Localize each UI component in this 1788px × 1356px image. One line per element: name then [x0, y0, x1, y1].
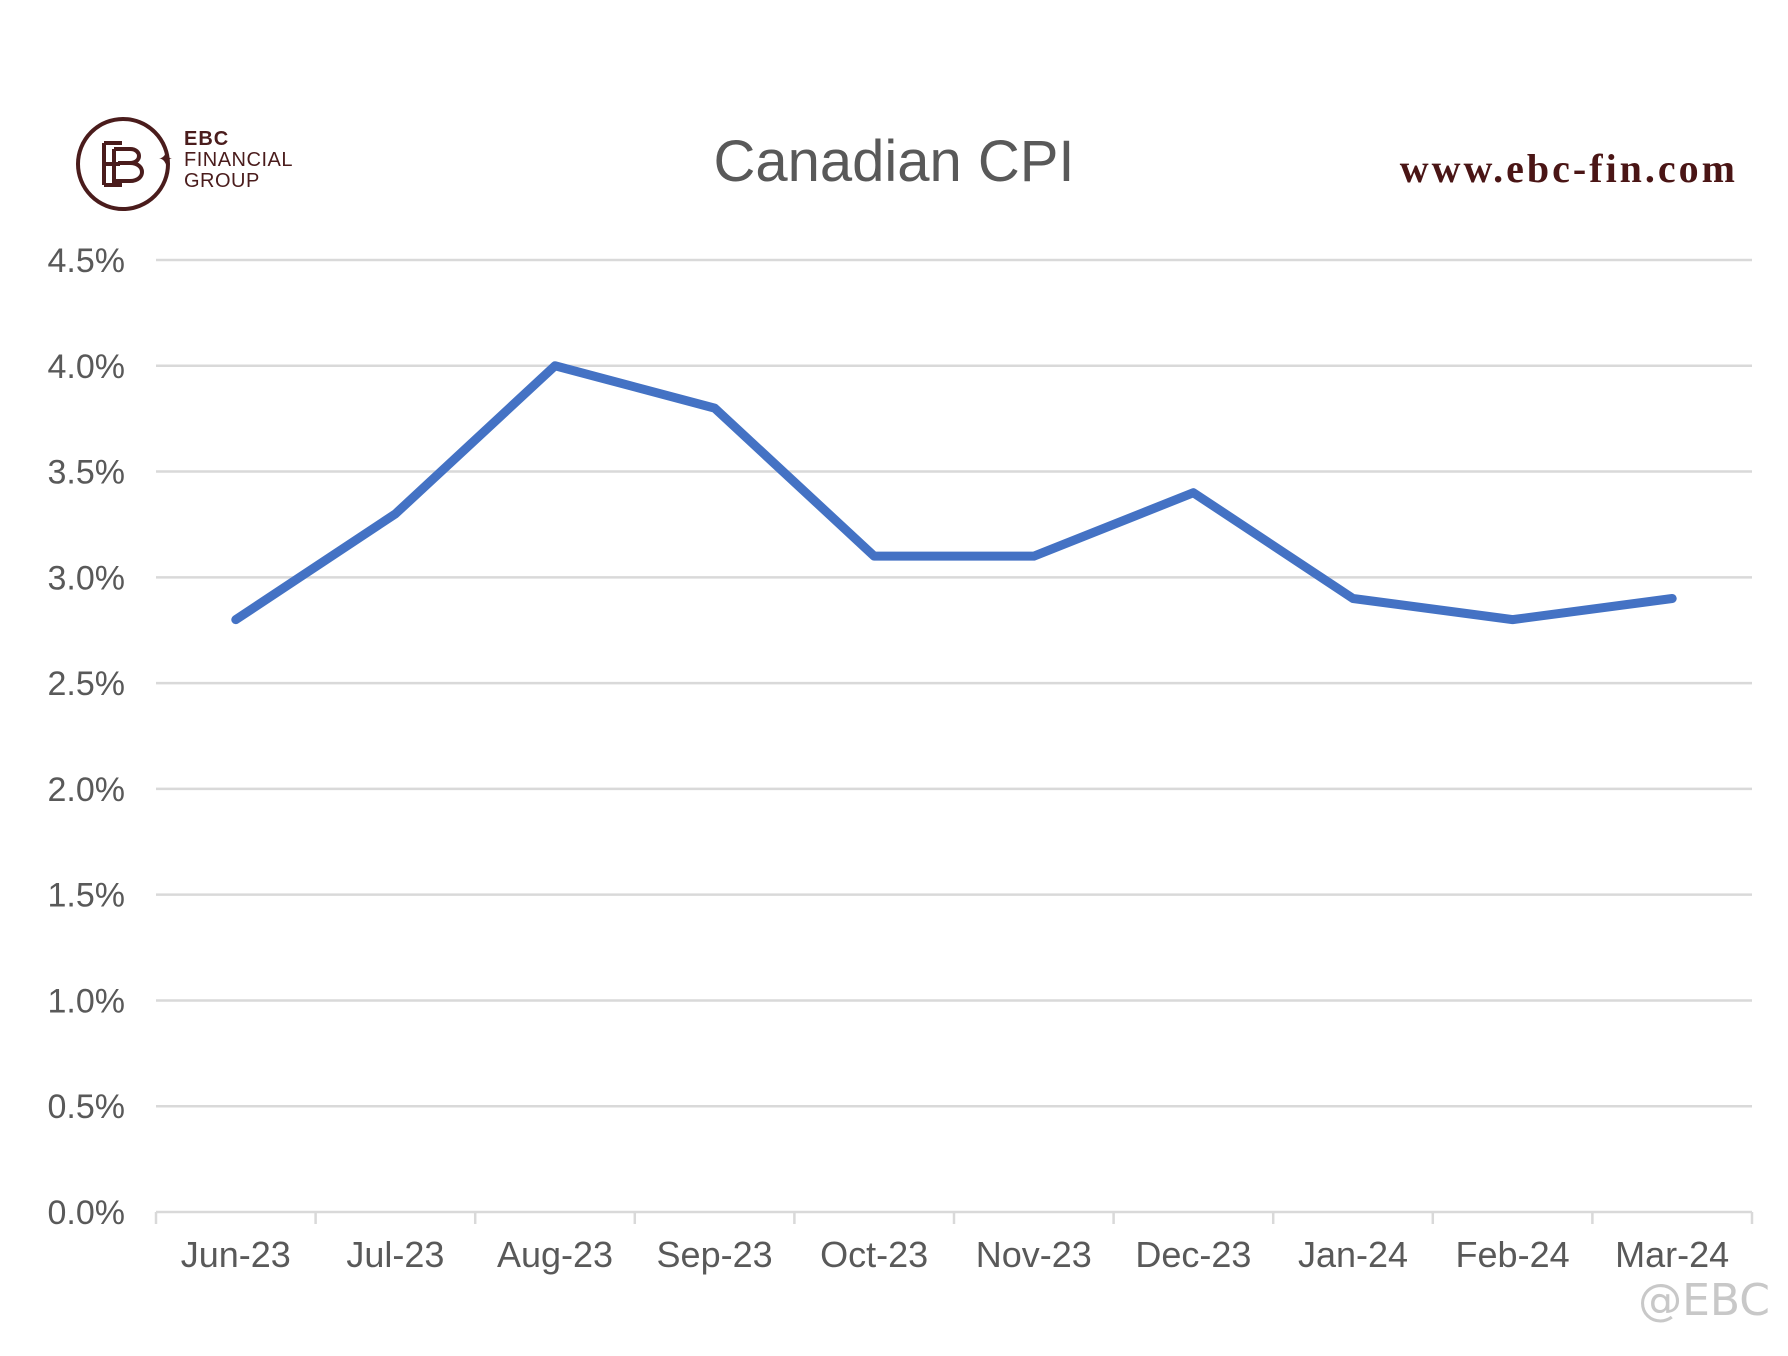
x-tick-label: Oct-23	[820, 1234, 928, 1275]
y-tick-label: 2.0%	[48, 771, 126, 809]
ebc-monogram-icon	[76, 117, 170, 211]
x-axis-ticks: Jun-23 Jul-23 Aug-23 Sep-23 Oct-23 Nov-23 Dec-…	[181, 1234, 1729, 1275]
logo-line-ebc: EBC	[184, 128, 230, 150]
x-tick-label: Jul-23	[346, 1234, 444, 1275]
y-axis-ticks: 0.0% 0.5% 1.0% 1.5% 2.0% 2.5% 3.0% 3.5% 4.0% 4.5%	[48, 242, 126, 1232]
x-tick-label: Jun-23	[181, 1234, 291, 1275]
x-tick-label: Dec-23	[1135, 1234, 1251, 1275]
website-link[interactable]: www.ebc-fin.com	[1399, 146, 1738, 191]
data-point	[1352, 597, 1354, 600]
logo-line-group: GROUP	[184, 170, 260, 192]
x-axis	[154, 1210, 1754, 1224]
series-layer	[231, 361, 1677, 625]
x-tick-label: Sep-23	[657, 1234, 773, 1275]
logo-text: EBC FINANCIAL GROUP	[184, 129, 293, 192]
y-tick-label: 2.5%	[48, 665, 126, 703]
y-tick-label: 3.5%	[48, 454, 126, 492]
y-tick-label: 3.0%	[48, 559, 126, 597]
data-point	[1032, 555, 1035, 558]
grid-lines	[156, 258, 1752, 1108]
data-point	[1511, 618, 1514, 621]
chart-title: Canadian CPI	[713, 129, 1075, 194]
y-tick-label: 4.5%	[48, 242, 126, 280]
data-point	[1671, 597, 1674, 600]
y-tick-label: 0.0%	[48, 1194, 126, 1232]
data-point	[394, 512, 397, 515]
data-point	[554, 364, 556, 367]
x-tick-label: Aug-23	[497, 1234, 613, 1275]
sparkle-icon: ✦	[158, 149, 174, 169]
x-tick-label: Jan-24	[1298, 1234, 1408, 1275]
logo-line-financial: FINANCIAL	[184, 149, 293, 171]
watermark: ⁠@EBC	[1638, 1275, 1770, 1326]
data-point	[713, 407, 716, 410]
y-tick-label: 1.5%	[48, 877, 126, 915]
data-point	[873, 555, 876, 558]
y-tick-label: 4.0%	[48, 348, 126, 386]
data-point	[234, 618, 237, 621]
x-tick-label: Feb-24	[1456, 1234, 1570, 1275]
x-tick-label: Mar-24	[1615, 1234, 1729, 1275]
series-line	[231, 361, 1677, 625]
x-tick-label: Nov-23	[976, 1234, 1092, 1275]
ebc-logo: ✦ EBC FINANCIAL GROUP	[74, 115, 314, 215]
y-tick-label: 0.5%	[48, 1088, 126, 1126]
data-point	[1192, 491, 1195, 494]
y-tick-label: 1.0%	[48, 982, 126, 1020]
